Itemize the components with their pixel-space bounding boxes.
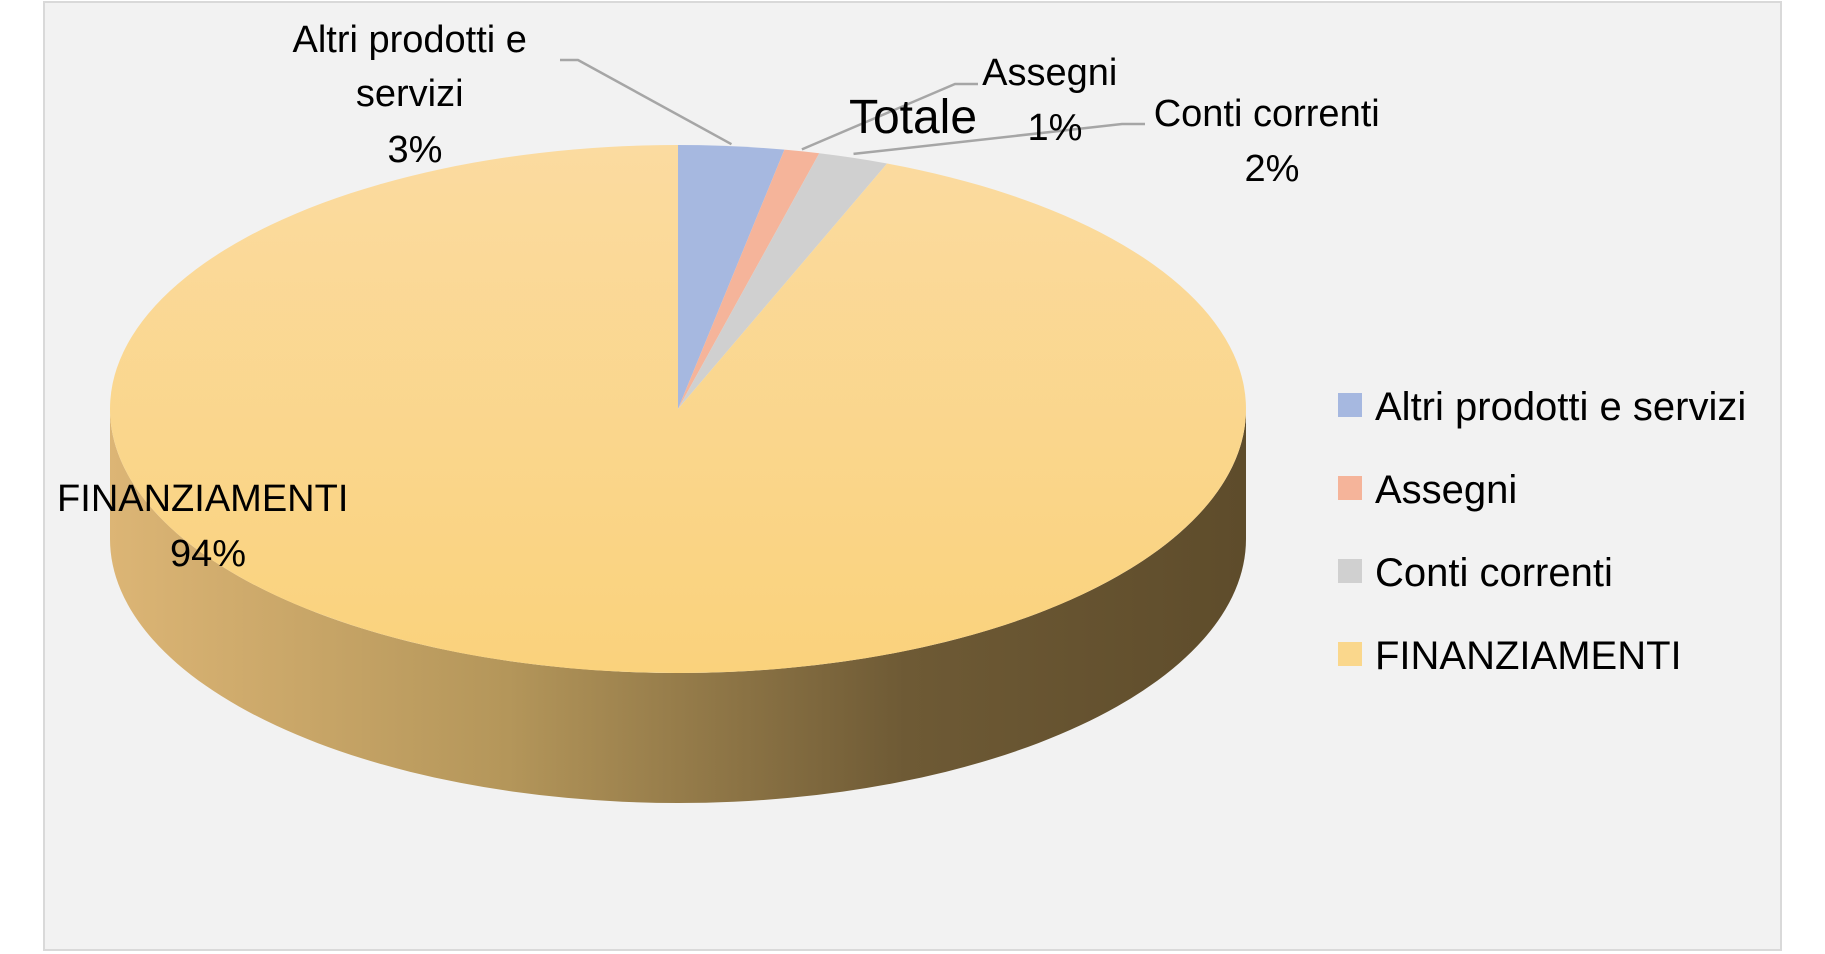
slice-conti-correnti: [678, 153, 888, 409]
legend-label-altri-prodotti-e-servizi: Altri prodotti e servizi: [1375, 385, 1746, 429]
slice-altri-prodotti-e-servizi: [678, 145, 785, 409]
chart-title: Totale: [849, 91, 977, 144]
leader-line-conti-correnti: [853, 122, 1145, 156]
legend-label-assegni: Assegni: [1375, 468, 1517, 512]
legend-label-finanziamenti: FINANZIAMENTI: [1375, 634, 1682, 678]
data-label-finanziamenti: FINANZIAMENTI 94%: [57, 478, 359, 575]
leader-lines: [560, 58, 1145, 156]
legend-swatch-assegni: [1338, 476, 1362, 500]
pie-side-wall: [110, 409, 1246, 803]
data-label-altri: Altri prodotti e servizi 3%: [292, 19, 537, 171]
legend-swatch-altri-prodotti-e-servizi: [1338, 393, 1362, 417]
leader-line-altri-prodotti-e-servizi: [560, 58, 733, 146]
legend: Altri prodotti e servizi Assegni Conti cor…: [1338, 385, 1746, 678]
data-label-conti: Conti correnti 2%: [1154, 93, 1391, 190]
slice-side-finanziamenti: [110, 409, 1246, 803]
legend-label-conti-correnti: Conti correnti: [1375, 551, 1613, 595]
leader-line-assegni: [801, 82, 978, 151]
data-label-assegni: Assegni 1%: [982, 52, 1128, 149]
pie-slices: [109, 145, 1246, 674]
slice-finanziamenti: [109, 145, 1246, 674]
legend-swatch-conti-correnti: [1338, 559, 1362, 583]
slice-assegni: [678, 149, 820, 410]
legend-swatch-finanziamenti: [1338, 642, 1362, 666]
